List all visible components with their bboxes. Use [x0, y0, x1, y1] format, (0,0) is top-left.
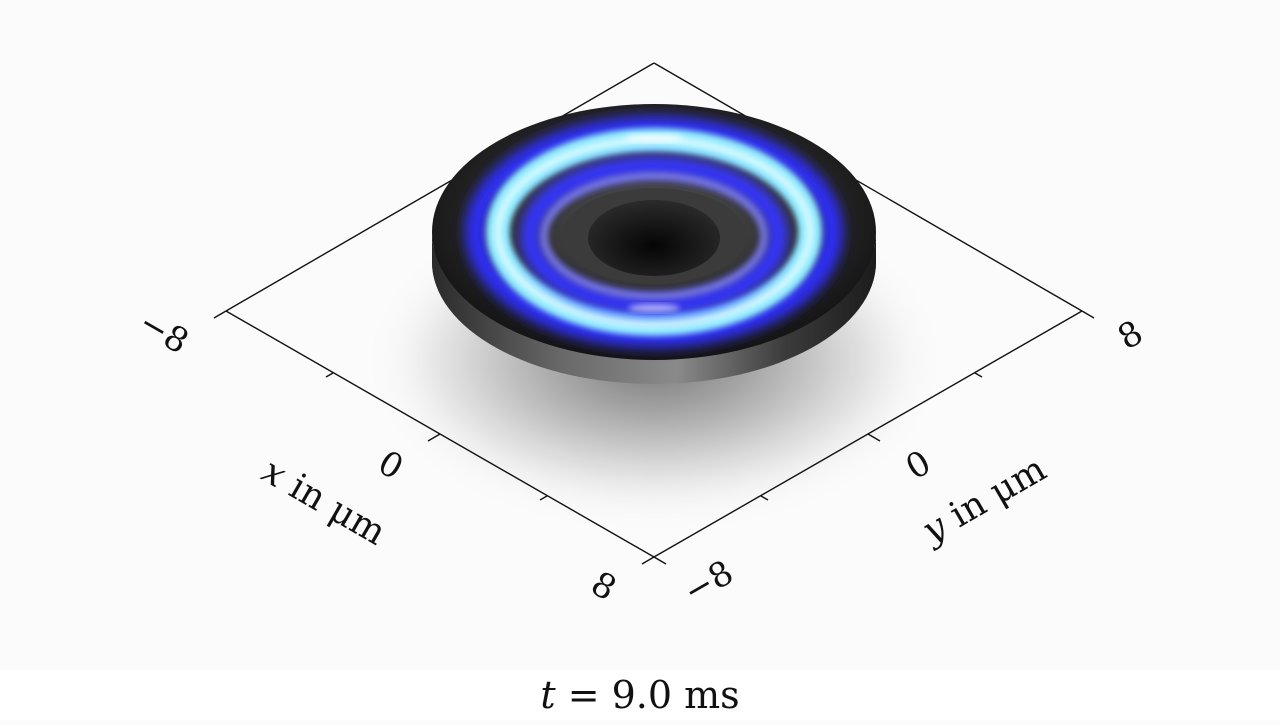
y-tick-mark: [974, 372, 983, 378]
time-label: t = 9.0 ms: [0, 672, 1280, 718]
footer-band: [0, 670, 1280, 720]
torus-hole: [588, 200, 720, 276]
y-tick-mark: [760, 495, 769, 501]
x-tick-mark: [539, 495, 548, 501]
y-axis-label-text: in μm: [933, 448, 1053, 541]
y-tick-mark: [653, 556, 667, 565]
torus-density-surface: [432, 104, 876, 384]
x-tick-mark: [641, 556, 655, 565]
x-ticks: [213, 310, 655, 565]
x-tick-label: 8: [584, 564, 623, 609]
y-tick-label: 0: [899, 443, 938, 488]
y-tick-label: −8: [677, 553, 740, 613]
y-tick-label: 8: [1111, 313, 1150, 358]
x-tick-mark: [325, 372, 334, 378]
x-tick-label: −8: [132, 303, 195, 363]
x-tick-mark: [213, 310, 227, 319]
x-axis-label: x in μm: [255, 450, 393, 553]
x-tick-label: 0: [371, 443, 410, 488]
back-edge-left: [225, 62, 655, 312]
back-edge-right: [653, 62, 1083, 312]
y-tick-mark: [1081, 310, 1095, 319]
time-label-var: t: [540, 673, 556, 717]
outer-blue-glow: [465, 116, 843, 348]
y-axis-label: y in μm: [914, 448, 1054, 552]
x-tick-mark: [427, 433, 441, 442]
time-label-value: = 9.0 ms: [555, 673, 740, 717]
y-tick-mark: [867, 433, 881, 442]
y-ticks: [653, 310, 1095, 565]
